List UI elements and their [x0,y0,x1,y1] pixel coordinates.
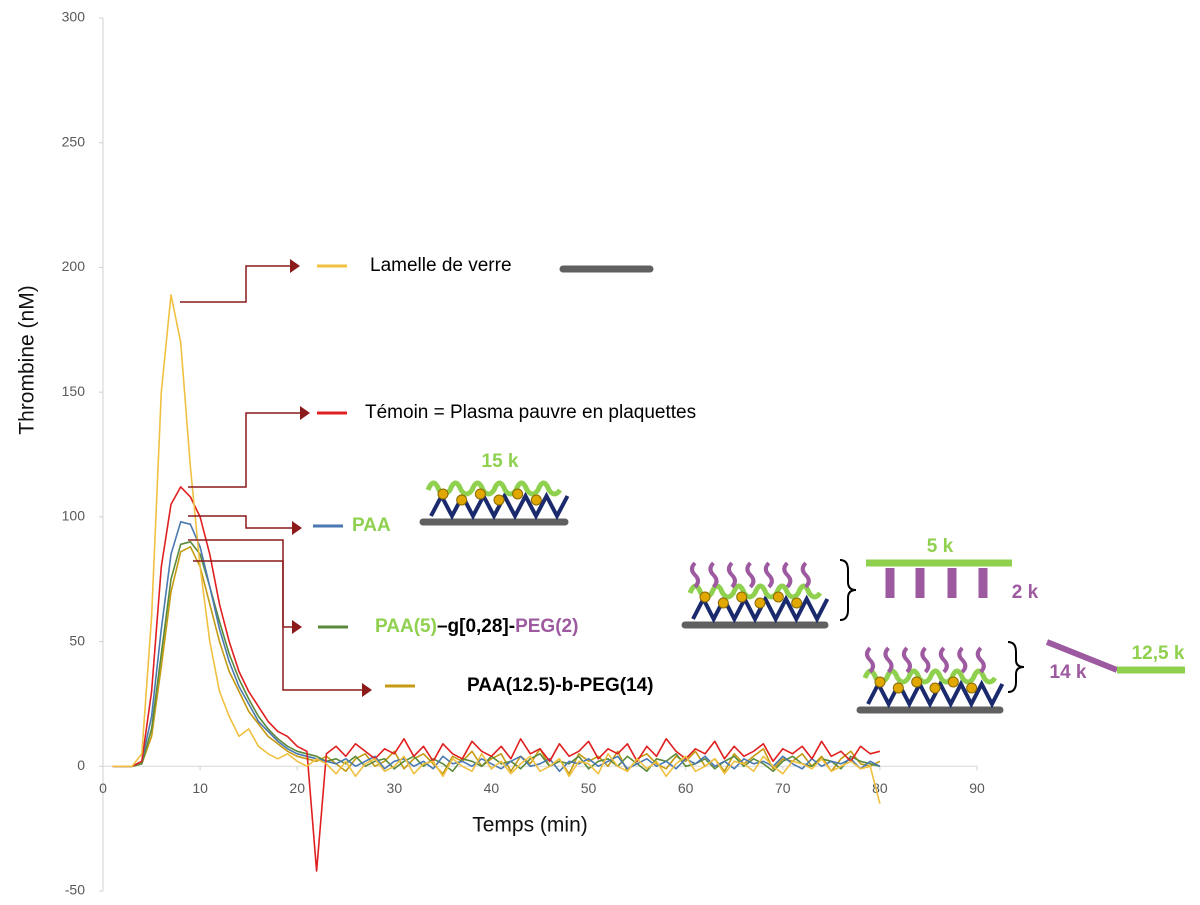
y-axis-label: Thrombine (nM) [16,285,39,434]
bead [947,676,959,688]
peg-chain [726,561,737,589]
structure-label: 2 k [1012,582,1039,603]
data-line [112,486,881,872]
legend-bracket [180,265,290,303]
peg-chain [957,646,968,674]
brace [1007,641,1025,693]
peg-chain [745,561,756,589]
bead [493,494,505,506]
structure-label: 12,5 k [1132,643,1185,664]
data-line [112,546,881,775]
chain-wave [862,668,998,685]
bead [892,682,904,694]
chain-wave [425,480,563,497]
bead [699,591,711,603]
peg-chain [938,646,949,674]
bead [911,676,923,688]
x-tick-label: 30 [387,780,403,796]
block-peg [1045,639,1119,673]
brace [839,559,857,621]
y-tick-label: 50 [69,632,85,648]
structure-label: 15 k [482,451,519,472]
y-tick-label: 0 [77,757,85,773]
peg-chain [763,561,774,589]
x-tick-label: 0 [99,780,107,796]
legend-bracket [188,515,292,529]
peg-chain [865,646,875,674]
peg-chain [782,561,793,589]
x-axis-label: Temps (min) [472,814,588,837]
peg-chain [708,561,719,589]
legend-arrowhead [292,620,302,634]
y-tick-label: 150 [62,383,86,399]
bead [530,494,542,506]
y-tick-label: 100 [62,508,86,524]
y-tick-label: 300 [62,9,86,25]
peg-chain [690,561,700,589]
legend-label: Lamelle de verre [370,255,512,276]
legend-arrowhead [362,683,372,697]
legend-arrowhead [292,521,302,535]
bead [772,591,784,603]
peg-chain [800,561,811,589]
chain-zigzag [691,594,830,624]
structure-label: 5 k [927,536,954,557]
peg-chain [920,646,931,674]
bead [456,494,468,506]
bead [754,597,766,609]
bead [874,676,886,688]
chain-zigzag [866,679,1005,709]
x-tick-label: 60 [678,780,694,796]
chain-wave [687,583,823,600]
bead [717,597,729,609]
data-line [112,541,881,773]
peg-chain [883,646,894,674]
x-tick-label: 90 [969,780,985,796]
legend-label: Témoin = Plasma pauvre en plaquettes [365,402,696,423]
peg-chain [975,646,986,674]
legend-arrowhead [290,259,300,273]
y-tick-label: -50 [65,882,85,898]
data-line [112,294,881,804]
legend-bracket [188,539,292,628]
bead [474,488,486,500]
legend-label-part: PEG(2) [515,616,578,637]
x-tick-label: 10 [192,780,208,796]
x-tick-label: 20 [289,780,305,796]
legend-arrowhead [300,406,310,420]
legend-label: PAA(12.5)-b-PEG(14) [467,675,654,696]
structure-label: 14 k [1050,662,1087,683]
bead [512,488,524,500]
bead [736,591,748,603]
legend-label-part: PAA(5) [375,616,437,637]
legend-label-part: –g[0,28]- [437,616,515,637]
x-tick-label: 40 [484,780,500,796]
x-tick-label: 50 [581,780,597,796]
legend-label: PAA [352,515,391,536]
legend-bracket [188,412,300,488]
bead [929,682,941,694]
bead [437,488,449,500]
bead [966,682,978,694]
bead [791,597,803,609]
peg-chain [901,646,912,674]
data-line [112,521,881,773]
y-tick-label: 250 [62,133,86,149]
x-tick-label: 70 [775,780,791,796]
chain-zigzag [429,491,570,521]
y-tick-label: 200 [62,258,86,274]
legend-label: PAA(5)–g[0,28]-PEG(2) [375,616,578,637]
